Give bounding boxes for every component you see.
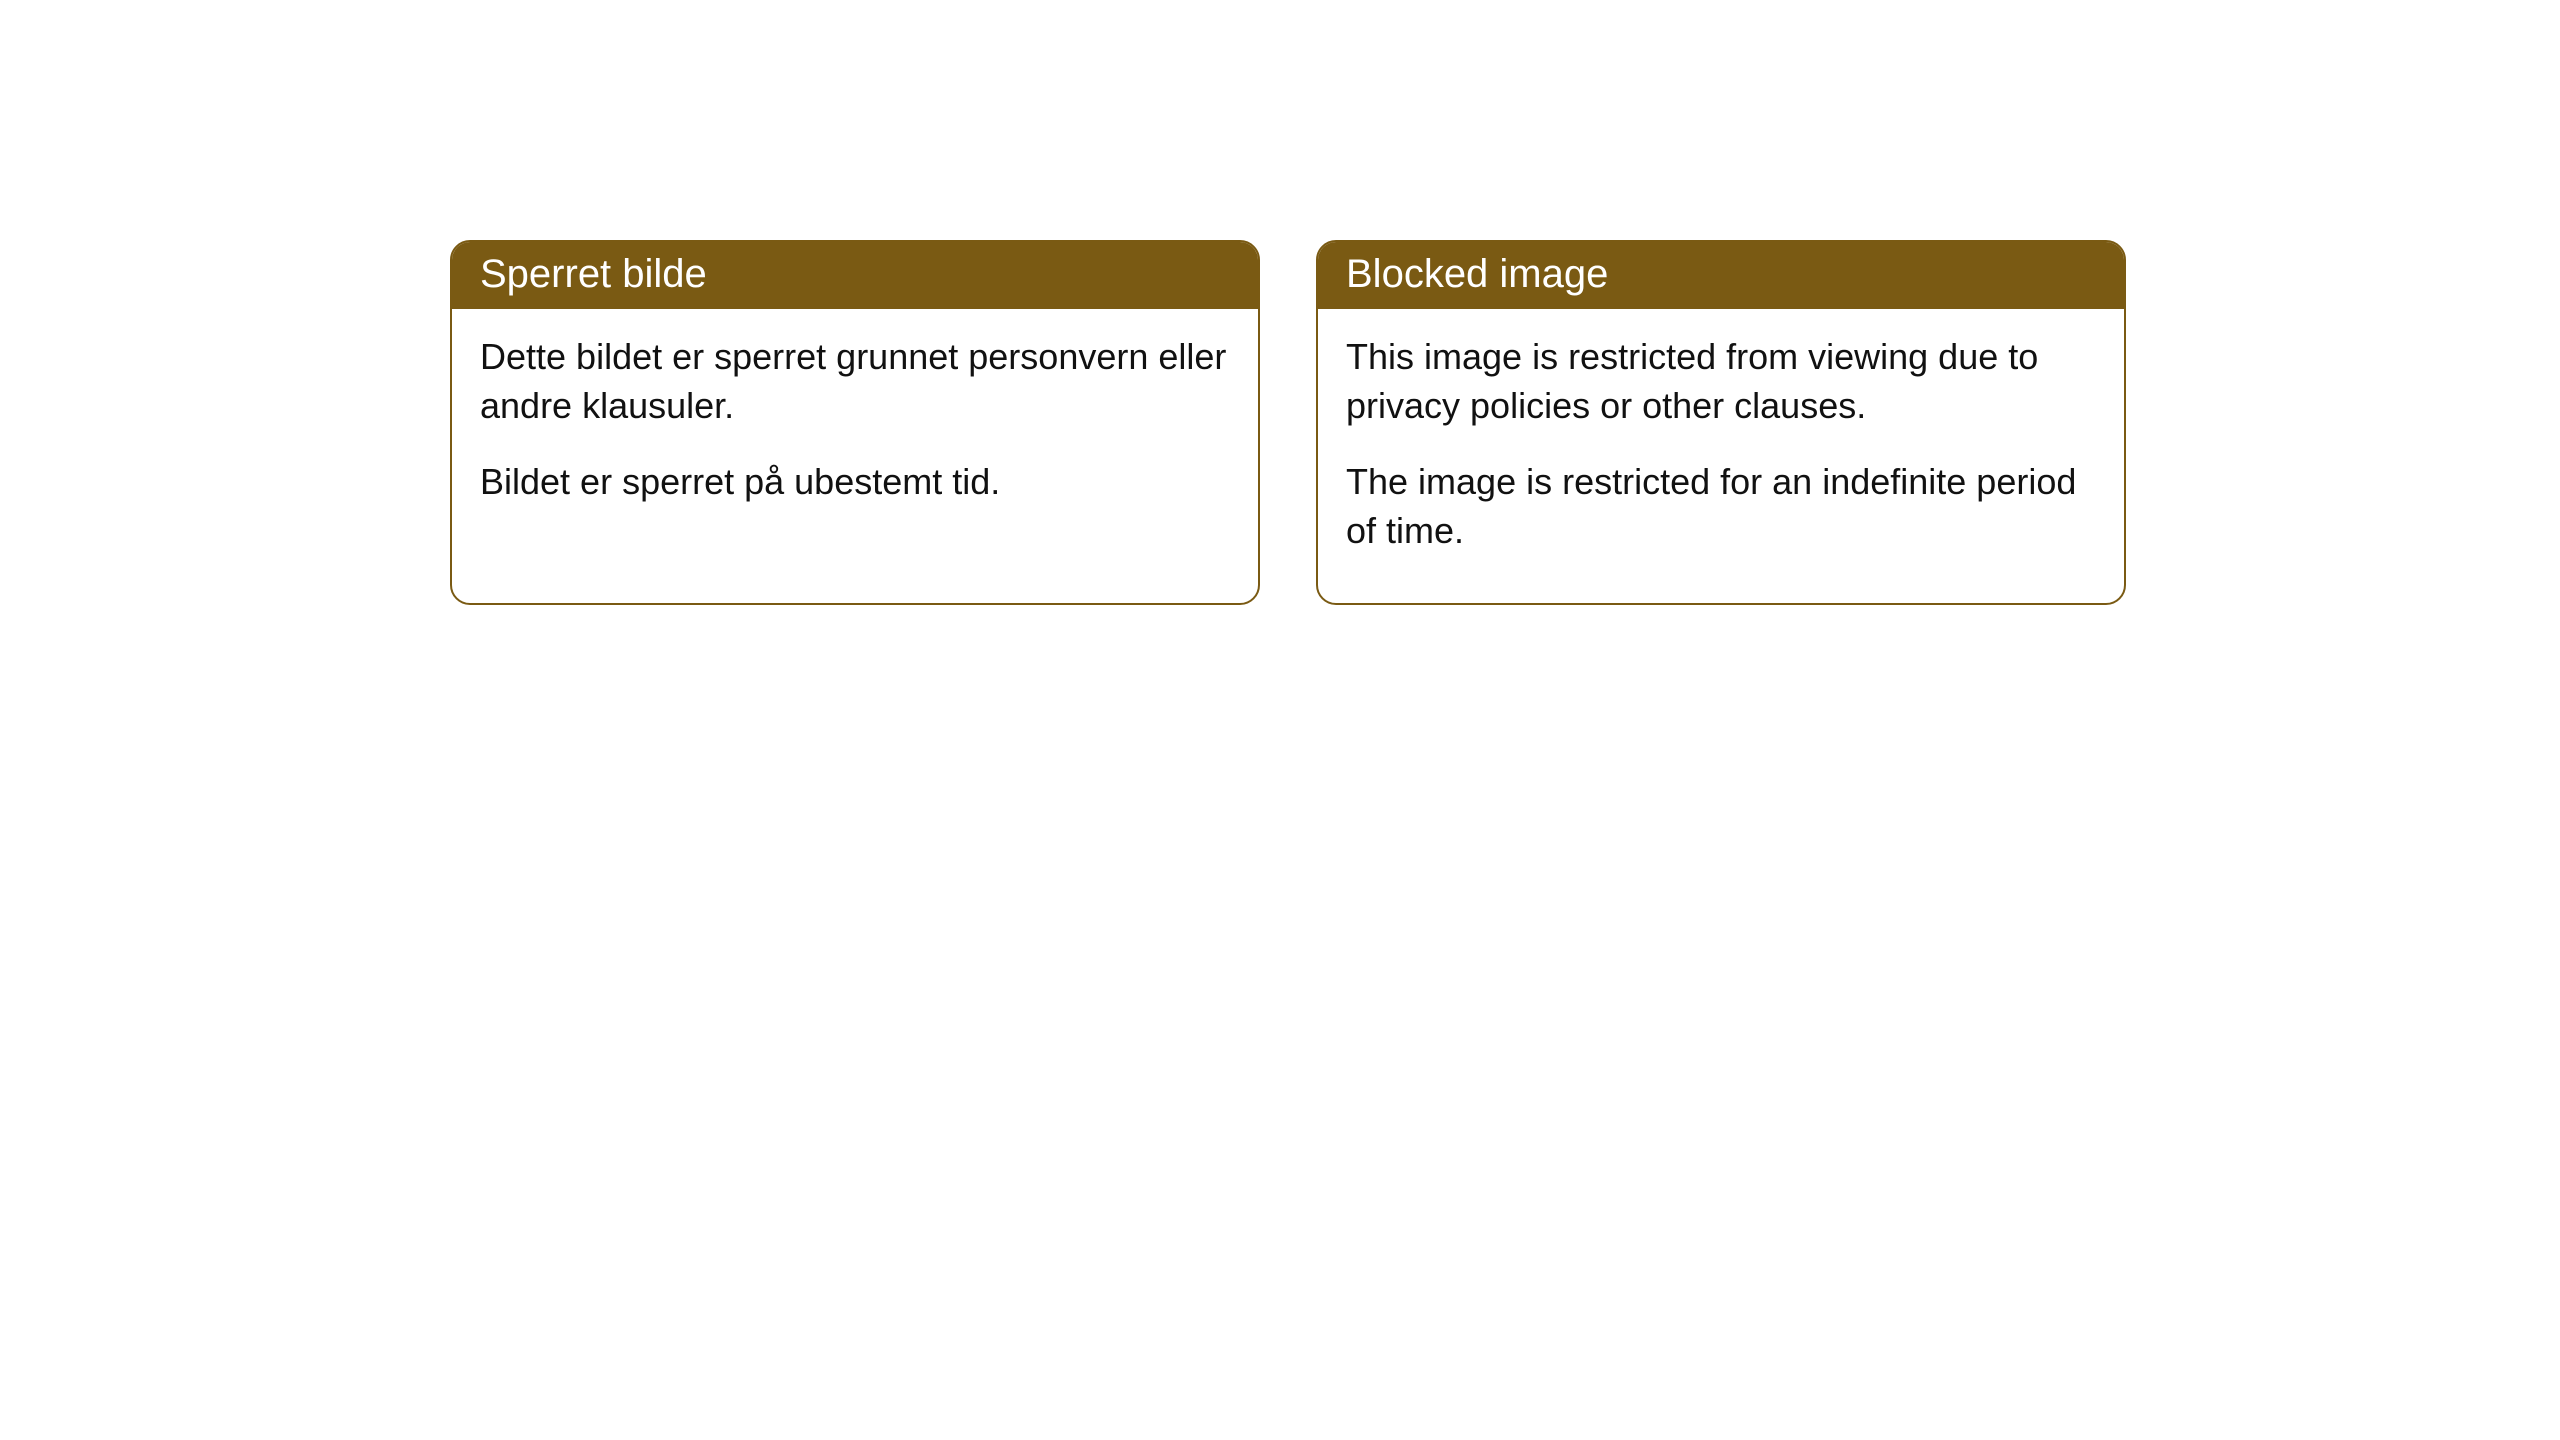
notice-cards-container: Sperret bilde Dette bildet er sperret gr… <box>450 240 2126 605</box>
card-header-no: Sperret bilde <box>452 242 1258 309</box>
card-body-no: Dette bildet er sperret grunnet personve… <box>452 309 1258 555</box>
blocked-image-card-en: Blocked image This image is restricted f… <box>1316 240 2126 605</box>
card-header-en: Blocked image <box>1318 242 2124 309</box>
card-body-en: This image is restricted from viewing du… <box>1318 309 2124 603</box>
card-paragraph: Dette bildet er sperret grunnet personve… <box>480 333 1230 430</box>
blocked-image-card-no: Sperret bilde Dette bildet er sperret gr… <box>450 240 1260 605</box>
card-paragraph: This image is restricted from viewing du… <box>1346 333 2096 430</box>
card-paragraph: The image is restricted for an indefinit… <box>1346 458 2096 555</box>
card-paragraph: Bildet er sperret på ubestemt tid. <box>480 458 1230 507</box>
